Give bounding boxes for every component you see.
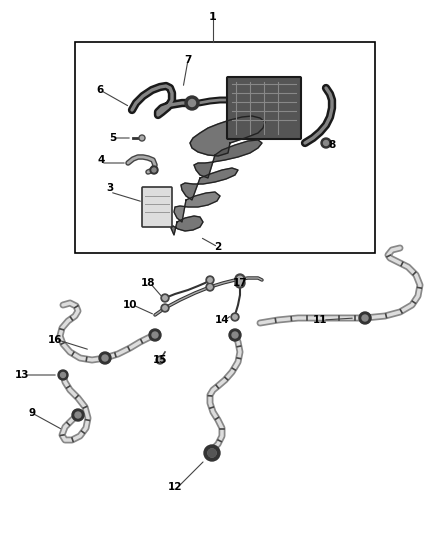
Circle shape [208, 278, 212, 282]
FancyBboxPatch shape [142, 187, 172, 227]
Circle shape [75, 412, 81, 418]
Circle shape [232, 332, 238, 338]
Circle shape [237, 276, 243, 282]
Circle shape [99, 352, 111, 364]
Circle shape [161, 294, 169, 302]
Text: 16: 16 [48, 335, 62, 345]
Text: 3: 3 [106, 183, 113, 193]
Circle shape [235, 278, 245, 288]
Circle shape [58, 370, 68, 380]
Circle shape [362, 315, 368, 321]
Circle shape [233, 315, 237, 319]
Text: 8: 8 [328, 140, 336, 150]
Text: 2: 2 [214, 242, 222, 252]
Text: 13: 13 [15, 370, 29, 380]
Circle shape [208, 449, 216, 457]
Circle shape [60, 373, 66, 377]
Text: 7: 7 [184, 55, 192, 65]
Circle shape [156, 356, 164, 364]
Circle shape [188, 100, 195, 107]
FancyBboxPatch shape [227, 77, 301, 139]
Circle shape [139, 135, 145, 141]
Bar [75, 42, 375, 253]
Polygon shape [194, 140, 262, 178]
Circle shape [206, 283, 214, 291]
Text: 11: 11 [313, 315, 327, 325]
Text: 18: 18 [141, 278, 155, 288]
Circle shape [149, 329, 161, 341]
Circle shape [359, 312, 371, 324]
Circle shape [237, 280, 243, 286]
Circle shape [163, 306, 167, 310]
Circle shape [152, 168, 156, 172]
Circle shape [208, 449, 216, 457]
Text: 6: 6 [96, 85, 104, 95]
Circle shape [102, 355, 108, 361]
Circle shape [150, 166, 158, 174]
Circle shape [152, 332, 158, 338]
Circle shape [321, 138, 331, 148]
Text: 12: 12 [168, 482, 182, 492]
Polygon shape [181, 168, 238, 200]
Text: 4: 4 [97, 155, 105, 165]
Text: 5: 5 [110, 133, 117, 143]
Circle shape [140, 136, 144, 140]
Polygon shape [171, 216, 203, 235]
Text: 1: 1 [209, 12, 217, 22]
Circle shape [163, 296, 167, 300]
Circle shape [231, 313, 239, 321]
Circle shape [206, 276, 214, 284]
Text: 17: 17 [233, 278, 247, 288]
Circle shape [204, 445, 220, 461]
Polygon shape [174, 192, 220, 222]
Text: 10: 10 [123, 300, 137, 310]
Circle shape [158, 358, 162, 362]
Circle shape [229, 329, 241, 341]
Circle shape [235, 274, 245, 284]
Text: 9: 9 [28, 408, 35, 418]
Circle shape [185, 96, 199, 110]
Polygon shape [190, 116, 265, 156]
Text: 15: 15 [153, 355, 167, 365]
Circle shape [208, 285, 212, 289]
Circle shape [72, 409, 84, 421]
Circle shape [324, 141, 328, 146]
Text: 14: 14 [215, 315, 230, 325]
Circle shape [161, 304, 169, 312]
